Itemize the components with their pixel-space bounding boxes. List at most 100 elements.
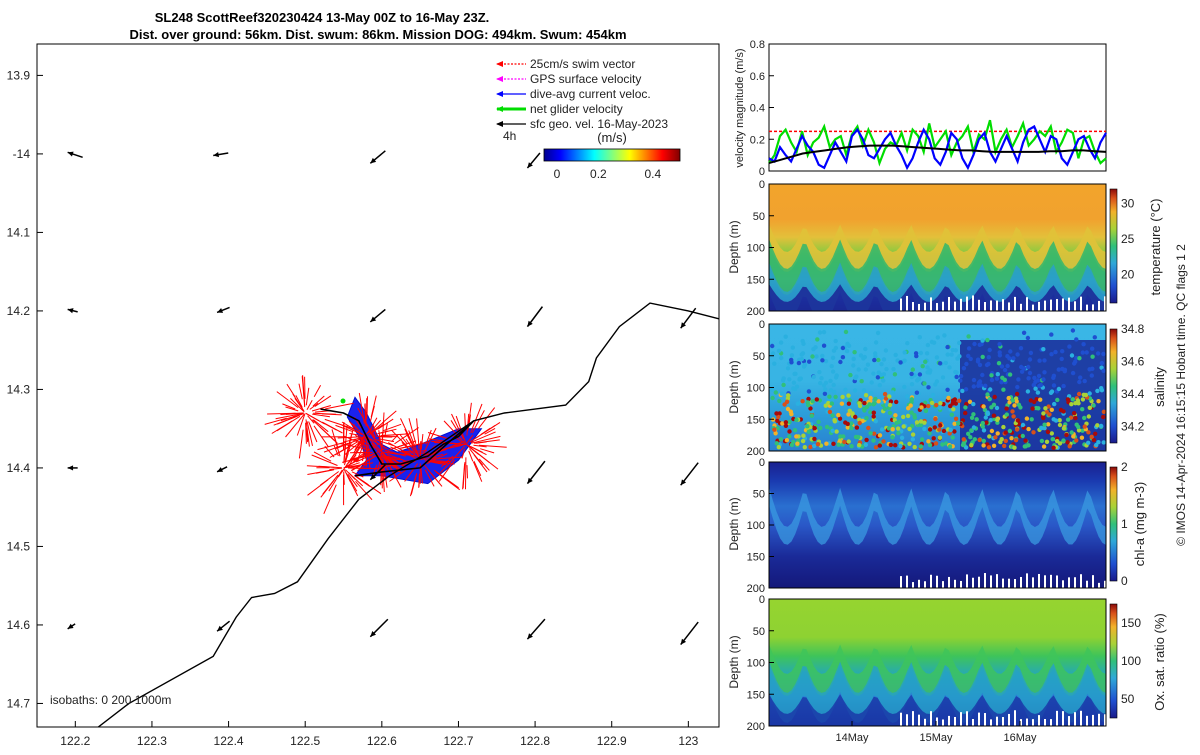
salinity-dot bbox=[1095, 389, 1099, 393]
salinity-dot bbox=[779, 437, 783, 441]
salinity-dot bbox=[1036, 390, 1040, 394]
time-xtick-label: 15May bbox=[919, 732, 953, 744]
salinity-dot bbox=[860, 379, 864, 383]
title-line-1: SL248 ScottReef320230424 13-May 00Z to 1… bbox=[155, 10, 490, 25]
salinity-dot bbox=[795, 385, 799, 389]
salinity-dot bbox=[944, 361, 948, 365]
profile-gap bbox=[1038, 715, 1040, 726]
salinity-dot bbox=[1041, 377, 1045, 381]
salinity-dot bbox=[902, 359, 906, 363]
salinity-dot bbox=[1014, 438, 1018, 442]
salinity-dot bbox=[1049, 332, 1053, 336]
salinity-dot bbox=[845, 349, 849, 353]
salinity-dot bbox=[1066, 418, 1070, 422]
salinity-dot bbox=[832, 349, 836, 353]
salinity-dot bbox=[983, 384, 987, 388]
salinity-dot bbox=[971, 402, 975, 406]
salinity-dot bbox=[987, 445, 991, 449]
salinity-dot bbox=[793, 428, 797, 432]
salinity-dot bbox=[868, 431, 872, 435]
colorbar-tick-label: 2 bbox=[1121, 460, 1128, 474]
salinity-dot bbox=[878, 443, 882, 447]
salinity-dot bbox=[915, 391, 919, 395]
salinity-dot bbox=[998, 350, 1002, 354]
profile-gap bbox=[948, 716, 950, 726]
salinity-dot bbox=[828, 410, 832, 414]
profile-gap bbox=[1014, 710, 1016, 726]
salinity-dot bbox=[1068, 444, 1072, 448]
salinity-dot bbox=[995, 377, 999, 381]
salinity-dot bbox=[1094, 443, 1098, 447]
salinity-dot bbox=[800, 352, 804, 356]
salinity-dot bbox=[1081, 342, 1085, 346]
salinity-dot bbox=[935, 355, 939, 359]
salinity-dot bbox=[847, 402, 851, 406]
salinity-dot bbox=[862, 408, 866, 412]
salinity-dot bbox=[1077, 392, 1081, 396]
map-ytick-label: 14.2 bbox=[7, 304, 31, 318]
salinity-dot bbox=[1090, 435, 1094, 439]
salinity-ylabel: Depth (m) bbox=[727, 360, 741, 413]
salinity-dot bbox=[876, 331, 880, 335]
salinity-dot bbox=[815, 397, 819, 401]
salinity-dot bbox=[882, 372, 886, 376]
profile-gap bbox=[1074, 301, 1076, 311]
profile-gap bbox=[990, 300, 992, 311]
salinity-dot bbox=[785, 438, 789, 442]
salinity-dot bbox=[1021, 423, 1025, 427]
salinity-dot bbox=[924, 409, 928, 413]
salinity-dot bbox=[964, 362, 968, 366]
salinity-dot bbox=[1101, 352, 1105, 356]
salinity-dot bbox=[985, 338, 989, 342]
salinity-dot bbox=[918, 335, 922, 339]
salinity-dot bbox=[1040, 439, 1044, 443]
salinity-dot bbox=[1033, 380, 1037, 384]
salinity-dot bbox=[898, 444, 902, 448]
profile-gap bbox=[1086, 716, 1088, 726]
salinity-dot bbox=[926, 385, 930, 389]
salinity-dot bbox=[1070, 430, 1074, 434]
salinity-dot bbox=[887, 426, 891, 430]
map-xtick-label: 122.4 bbox=[214, 734, 244, 748]
salinity-dot bbox=[848, 373, 852, 377]
salinity-dot bbox=[915, 420, 919, 424]
salinity-dot bbox=[1071, 328, 1075, 332]
salinity-dot bbox=[992, 414, 996, 418]
salinity-dot bbox=[1100, 388, 1104, 392]
colorbar-tick-label: 30 bbox=[1121, 196, 1135, 210]
salinity-dot bbox=[1032, 376, 1036, 380]
salinity-dot bbox=[1005, 364, 1009, 368]
salinity-dot bbox=[988, 397, 992, 401]
salinity-dot bbox=[902, 385, 906, 389]
salinity-dot bbox=[1062, 426, 1066, 430]
velocity-chart: 00.20.40.60.8 velocity magnitude (m/s) bbox=[734, 39, 1106, 178]
salinity-dot bbox=[863, 347, 867, 351]
salinity-dot bbox=[953, 370, 957, 374]
map-xtick-label: 122.7 bbox=[443, 734, 473, 748]
section-ytick-label: 200 bbox=[747, 721, 765, 733]
profile-gap bbox=[924, 719, 926, 726]
salinity-dot bbox=[1069, 402, 1073, 406]
salinity-dot bbox=[914, 354, 918, 358]
salinity-dot bbox=[1015, 392, 1019, 396]
profile-gap bbox=[984, 302, 986, 311]
salinity-dot bbox=[957, 341, 961, 345]
salinity-dot bbox=[946, 396, 950, 400]
salinity-dot bbox=[872, 414, 876, 418]
salinity-dot bbox=[1043, 406, 1047, 410]
salinity-dot bbox=[807, 360, 811, 364]
salinity-dot bbox=[845, 342, 849, 346]
salinity-dot bbox=[824, 381, 828, 385]
salinity-dot bbox=[1003, 378, 1007, 382]
salinity-dot bbox=[1029, 398, 1033, 402]
salinity-dot bbox=[1030, 417, 1034, 421]
salinity-dot bbox=[926, 343, 930, 347]
colorbar-tick-label: 34.6 bbox=[1121, 355, 1145, 369]
map-ytick-label: 14.4 bbox=[7, 461, 31, 475]
salinity-dot bbox=[957, 399, 961, 403]
salinity-dot bbox=[862, 401, 866, 405]
salinity-dot bbox=[896, 431, 900, 435]
salinity-dot bbox=[868, 396, 872, 400]
